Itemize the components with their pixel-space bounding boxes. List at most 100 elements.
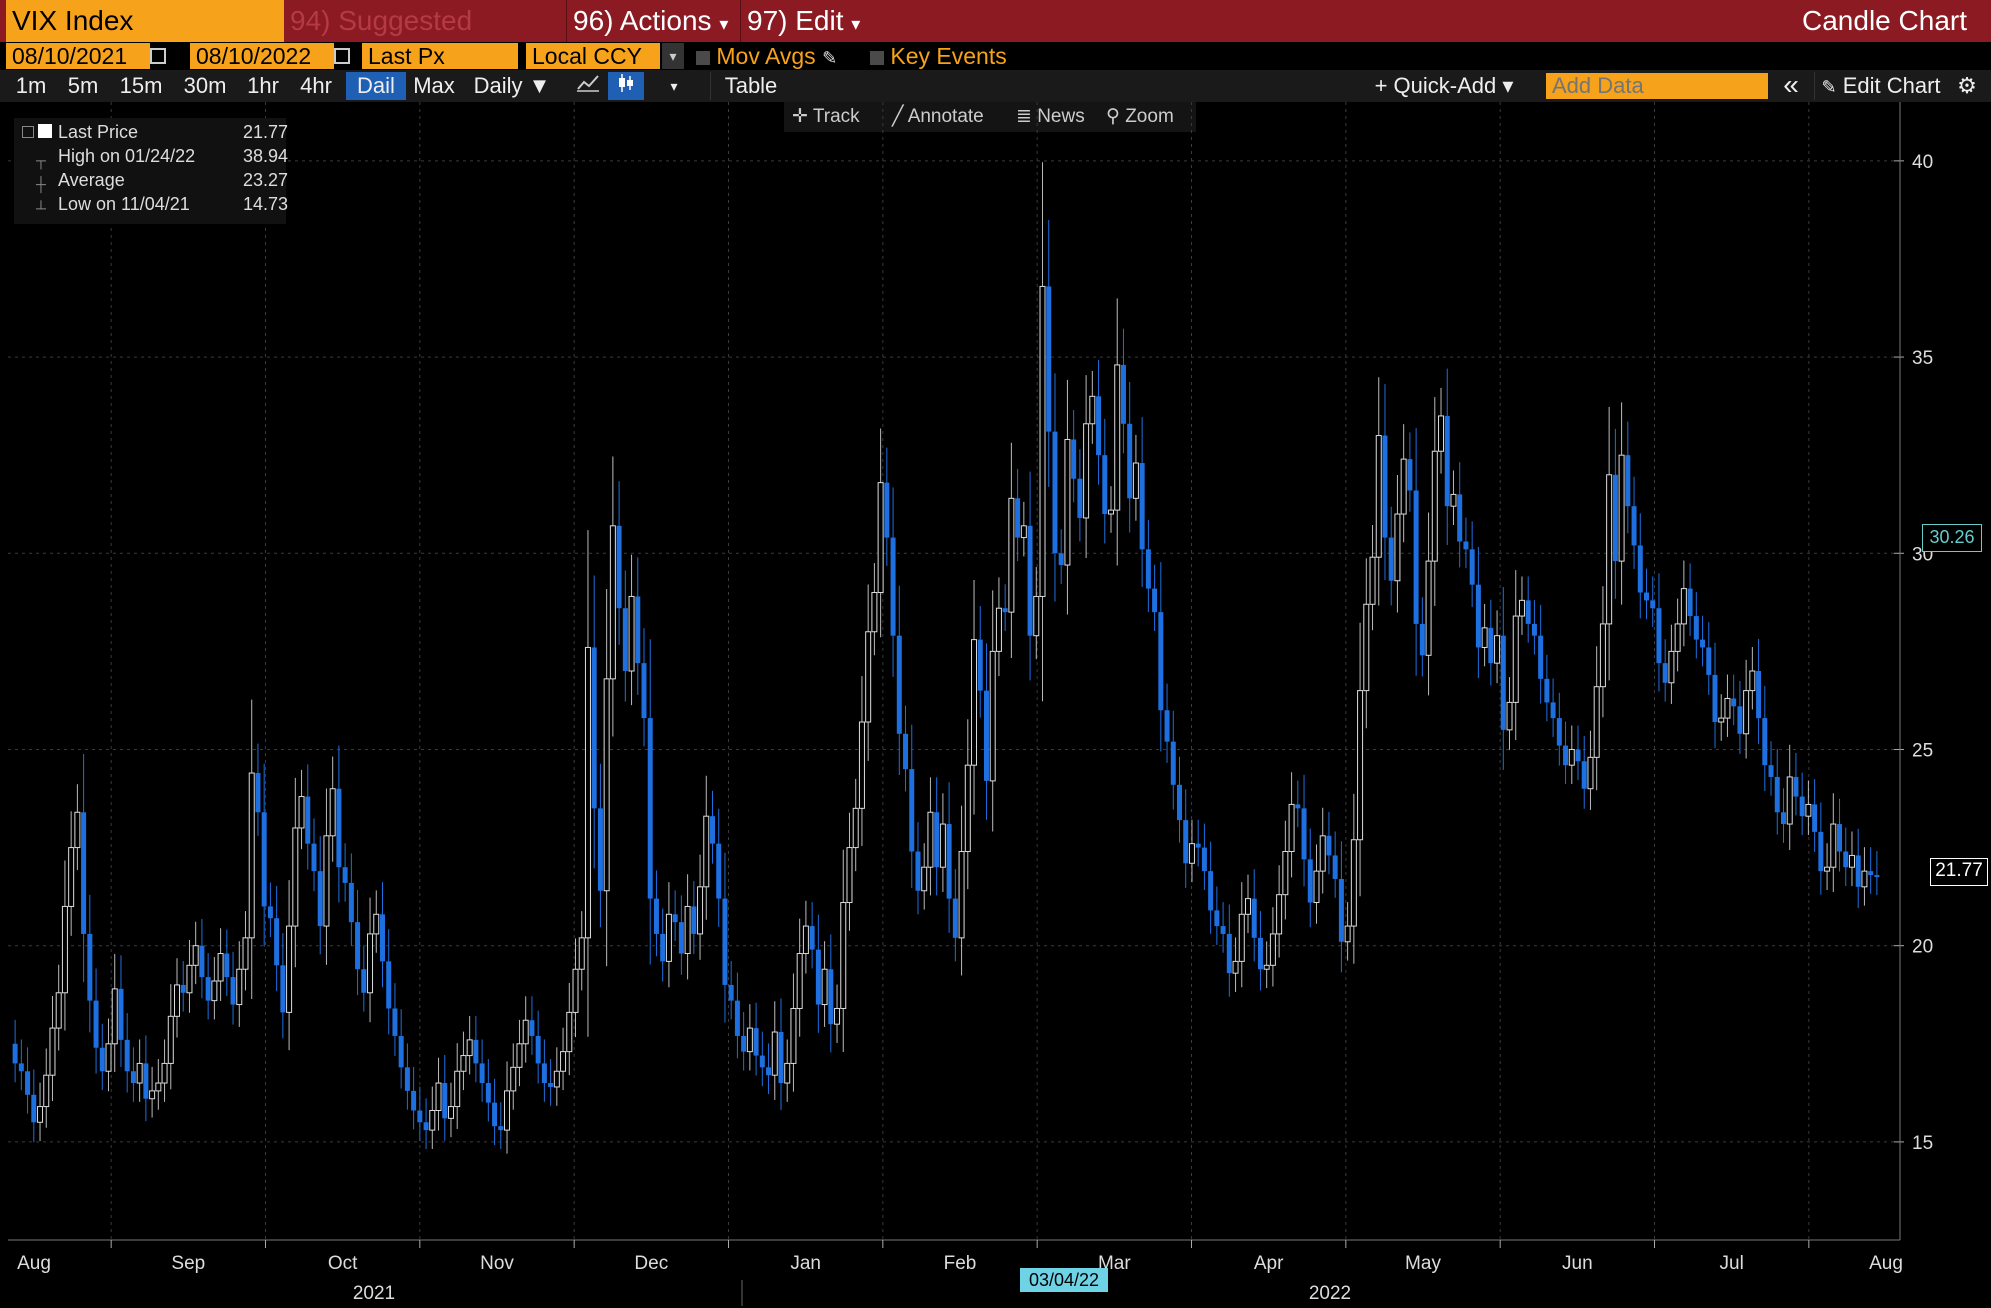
actions-menu[interactable]: 96) Actions ▾ [566,0,739,42]
candle-body-down [1158,612,1164,711]
candle-body-down [280,965,286,1013]
period-1hr[interactable]: 1hr [247,73,279,98]
candle-body-up [1593,686,1600,758]
candle-body-up [858,721,865,809]
candle-body-down [1662,663,1668,683]
period-15m[interactable]: 15m [119,73,163,98]
candle-body-down [1612,474,1618,562]
edit-menu[interactable]: 97) Edit ▾ [740,0,869,42]
candle-body-down [317,871,323,927]
candle-body-up [429,1110,436,1131]
zoom-tool[interactable]: ⚲ Zoom [1106,102,1174,132]
currency-dropdown-icon[interactable]: ▾ [662,43,684,69]
candle-body-down [118,988,124,1040]
actions-label: 96) Actions [573,5,712,36]
legend-low: Low on 11/04/21 14.73 [58,194,288,214]
candle-body-down [710,816,715,844]
period-daily[interactable]: Dail [346,72,406,100]
start-calendar-icon[interactable] [150,48,166,64]
candle-body-up [435,1082,442,1112]
candle-body-down [25,1071,31,1095]
add-data-input[interactable] [1546,73,1768,99]
candle-body-down [1762,718,1768,766]
candle-body-up [1188,843,1195,864]
legend-tree-icon: ┬ ┼ ┴ [36,152,46,216]
candle-body-up [1668,650,1675,684]
currency-select[interactable]: Local CCY [526,43,660,69]
x-year-label: 2021 [353,1283,395,1304]
edit-chart-button[interactable]: ✎ Edit Chart [1814,72,1947,100]
candle-body-up [37,1106,44,1123]
suggested-charts-menu[interactable]: 94) Suggested Charts [290,0,558,78]
annotate-tool[interactable]: ╱ Annotate [892,102,984,132]
candle-body-up [1568,748,1575,766]
candle-body-up [1506,701,1513,731]
candle-body-down [411,1090,417,1111]
candle-body-up [1674,623,1681,652]
candle-body-up [553,1070,560,1088]
candle-body-up [834,1007,841,1025]
period-max[interactable]: Max [413,73,455,98]
candle-body-down [1644,592,1649,601]
end-calendar-icon[interactable] [334,48,350,64]
candle-body-down [130,1071,136,1084]
candle-body-down [1531,623,1537,636]
key-events-checkbox[interactable] [870,50,884,65]
candle-body-down [915,851,921,891]
annotate-icon: ╱ [892,106,904,127]
gear-icon[interactable]: ⚙ [1957,73,1977,98]
candle-body-up [877,482,884,594]
candle-body-up [1282,851,1289,896]
candle-body-up [466,1039,473,1057]
track-tool[interactable]: ✛ Track [792,102,860,132]
period-30m[interactable]: 30m [183,73,227,98]
line-chart-icon[interactable] [570,72,606,100]
table-button[interactable]: Table [710,72,791,100]
mov-avgs-toggle[interactable]: Mov Avgs ✎ [696,42,837,70]
candle-body-down [305,796,311,844]
candle-body-up [840,902,847,1009]
chart-style-dropdown-icon[interactable]: ▾ [670,78,678,94]
candle-body-up [958,851,965,939]
candle-body-up [1518,599,1525,617]
end-date-field[interactable]: 08/10/2022 [190,43,334,69]
magnifier-icon: ⚲ [1106,106,1120,127]
candle-chart-icon[interactable] [608,72,644,100]
period-1m[interactable]: 1m [15,73,47,98]
candle-body-up [921,866,928,892]
candle-body-up [161,1062,168,1084]
legend-collapse-icon[interactable] [22,126,34,138]
mov-avgs-checkbox[interactable] [696,50,710,65]
news-tool[interactable]: ≣ News [1016,102,1085,132]
key-events-toggle[interactable]: Key Events [870,42,1007,70]
period-5m[interactable]: 5m [67,73,99,98]
quick-add-button[interactable]: + Quick-Add ▾ [1374,73,1514,98]
period-4hr[interactable]: 4hr [300,73,332,98]
header-bar: VIX Index 94) Suggested Charts 96) Actio… [0,0,1991,78]
start-date-field[interactable]: 08/10/2021 [6,43,150,69]
candle-body-up [111,988,118,1045]
x-month-label: May [1405,1253,1441,1274]
candle-body-down [1756,671,1762,719]
candle-body-up [136,1062,143,1084]
candle-body-down [1812,804,1818,832]
candle-body-down [1077,478,1083,518]
candle-body-down [1650,600,1656,609]
frequency-select[interactable]: Daily ▼ [473,73,551,98]
candle-body-down [274,918,280,966]
candle-body-down [1152,588,1158,613]
candle-body-up [790,1007,797,1064]
pencil-icon[interactable]: ✎ [822,48,838,68]
candle-body-up [1064,438,1071,566]
candle-body-down [660,933,666,962]
collapse-icon[interactable]: « [1783,69,1799,100]
price-field-select[interactable]: Last Px [362,43,518,69]
candle-body-down [1687,588,1693,617]
candle-body-down [1550,702,1556,719]
candle-body-up [684,905,691,955]
candle-body-up [522,1019,529,1045]
ticker-field[interactable]: VIX Index [6,0,284,42]
x-axis: Aug Sep Oct Nov Dec Jan Feb Mar Apr May Jun Jul Aug2… [8,1239,1903,1306]
candle-body-down [87,933,93,1001]
